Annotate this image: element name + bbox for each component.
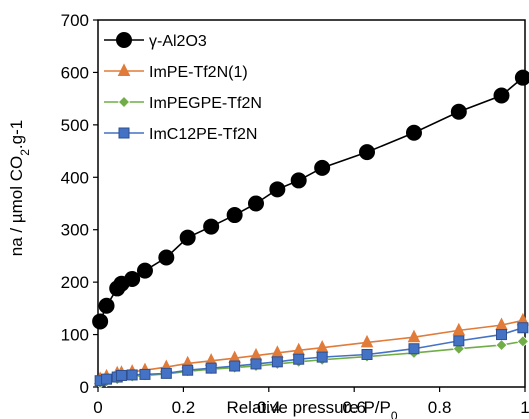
legend-label: ImPE-Tf2N(1) [149,64,248,81]
data-point [514,69,529,86]
x-axis-title-sub: 0 [391,409,398,419]
x-axis-title-main: Relative pressure P/P [226,398,390,417]
data-point [517,322,529,334]
data-point [136,262,153,279]
data-point [496,329,508,341]
data-point [271,356,283,368]
data-point [139,368,151,380]
data-point [361,348,373,360]
data-point [293,353,305,365]
data-point [269,181,286,198]
x-tick-label: 0 [93,398,102,417]
legend-label: ImC12PE-Tf2N [149,126,257,143]
data-point [247,195,264,212]
plot-area [97,19,526,388]
y-axis-title-tail: .g-1 [7,120,26,149]
legend-label: γ-Al2O3 [149,33,207,50]
data-point [101,373,113,385]
y-tick-label: 200 [61,273,89,292]
data-point [360,334,374,348]
data-point [290,172,307,189]
data-point [117,63,131,76]
data-point [98,297,115,314]
series-layer [92,69,529,389]
data-point [115,369,127,381]
data-point [117,95,131,109]
data-point [226,207,243,224]
x-axis-title: Relative pressure P/P0 [226,398,397,419]
y-tick-label: 500 [61,116,89,135]
x-tick-label: 1 [520,398,529,417]
data-point [314,159,331,176]
plot-border [97,19,526,388]
x-tick-label: 0.4 [257,398,281,417]
data-point [516,335,529,348]
y-axis-title-main: na / µmol CO [7,156,26,257]
x-tick-label: 0.8 [428,398,452,417]
data-point [158,249,175,266]
legend-item: γ-Al2O3 [104,32,207,50]
data-point [495,338,508,352]
data-point [316,351,328,363]
data-point [453,335,465,347]
y-axis-title: na / µmol CO2.g-1 [7,120,32,256]
x-tick-label: 0.6 [342,398,366,417]
data-point [450,103,467,120]
data-point [92,313,109,330]
data-point [359,144,376,161]
y-tick-label: 100 [61,326,89,345]
data-point [160,367,172,379]
data-point [124,270,141,287]
data-point [452,322,466,336]
legend-item: ImPE-Tf2N(1) [104,63,248,81]
y-tick-label: 600 [61,63,89,82]
series-square [94,322,529,387]
y-tick-label: 700 [61,11,89,30]
data-point [493,87,510,104]
data-point [407,329,421,343]
data-point [205,362,217,374]
data-point [405,124,422,141]
data-point [182,364,194,376]
legend-item: ImC12PE-Tf2N [104,126,257,143]
legend-item: ImPEGPE-Tf2N [104,95,262,112]
data-point [126,369,138,381]
data-point [179,229,196,246]
legend-label: ImPEGPE-Tf2N [149,95,262,112]
data-point [116,32,132,48]
data-point [118,127,130,139]
series-circle [92,69,529,330]
x-tick-label: 0.2 [172,398,196,417]
y-axis-title-sub: 2 [18,149,32,156]
data-point [203,218,220,235]
legend: γ-Al2O3 ImPE-Tf2N(1) ImPEGPE-Tf2N ImC12PE-T… [104,32,262,143]
data-point [408,343,420,355]
data-point [250,358,262,370]
y-tick-label: 0 [80,378,89,397]
y-tick-label: 300 [61,221,89,240]
data-point [229,360,241,372]
y-tick-label: 400 [61,168,89,187]
axis-ticks: 0 100 200 300 400 500 600 700 0 0.2 0.4 0.6 0.8 1 [61,11,529,417]
